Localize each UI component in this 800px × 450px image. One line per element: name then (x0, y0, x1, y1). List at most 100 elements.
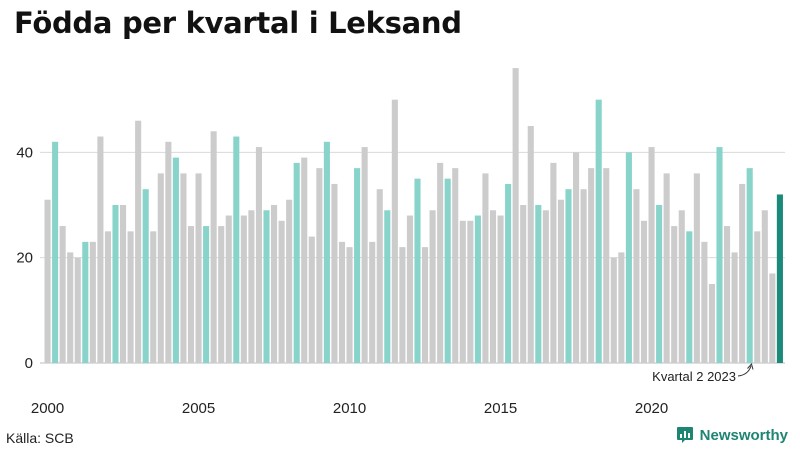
bar[interactable] (603, 168, 610, 363)
bar[interactable] (686, 231, 693, 363)
bar[interactable] (248, 210, 255, 363)
bar[interactable] (648, 147, 655, 363)
bar[interactable] (120, 205, 127, 363)
bar[interactable] (271, 205, 278, 363)
bar[interactable] (301, 157, 308, 363)
bar[interactable] (671, 226, 678, 363)
bar[interactable] (527, 126, 534, 363)
bar[interactable] (225, 215, 232, 363)
bar[interactable] (429, 210, 436, 363)
bar[interactable] (233, 136, 240, 363)
bar[interactable] (293, 162, 300, 363)
bar[interactable] (361, 147, 368, 363)
bar[interactable] (127, 231, 134, 363)
bar[interactable] (263, 210, 270, 363)
bar[interactable] (97, 136, 104, 363)
bar[interactable] (135, 120, 142, 363)
bar[interactable] (414, 178, 421, 363)
bar[interactable] (754, 231, 761, 363)
bar[interactable] (776, 194, 783, 363)
bar[interactable] (557, 199, 564, 363)
bar[interactable] (573, 152, 580, 363)
bar[interactable] (67, 252, 74, 363)
bar[interactable] (150, 231, 157, 363)
bar[interactable] (467, 220, 474, 363)
bar[interactable] (391, 99, 398, 364)
bar[interactable] (588, 168, 595, 363)
bar[interactable] (180, 173, 187, 363)
bar[interactable] (172, 157, 179, 363)
bar[interactable] (459, 220, 466, 363)
bar[interactable] (316, 168, 323, 363)
bar[interactable] (512, 68, 519, 364)
bar[interactable] (104, 231, 111, 363)
bar[interactable] (739, 183, 746, 363)
bar[interactable] (278, 220, 285, 363)
bar[interactable] (640, 220, 648, 363)
bar[interactable] (157, 173, 164, 363)
bar[interactable] (535, 205, 542, 363)
bar[interactable] (444, 178, 451, 363)
bar[interactable] (678, 210, 685, 363)
bar[interactable] (610, 257, 617, 363)
bar[interactable] (505, 183, 512, 363)
bar[interactable] (52, 141, 59, 363)
bar[interactable] (323, 141, 330, 363)
bars (44, 68, 783, 364)
bar[interactable] (142, 189, 149, 363)
bar[interactable] (422, 247, 429, 363)
bar[interactable] (761, 210, 768, 363)
bar[interactable] (399, 247, 406, 363)
bar[interactable] (354, 168, 361, 363)
bar[interactable] (474, 215, 481, 363)
bar[interactable] (346, 247, 353, 363)
bar[interactable] (406, 215, 413, 363)
bar[interactable] (542, 210, 549, 363)
bar[interactable] (746, 168, 753, 363)
bar[interactable] (663, 173, 670, 363)
bar[interactable] (633, 189, 640, 363)
bar[interactable] (369, 241, 376, 363)
bar[interactable] (656, 205, 663, 363)
bar[interactable] (240, 215, 247, 363)
bar[interactable] (112, 205, 119, 363)
bar[interactable] (520, 205, 527, 363)
bar[interactable] (489, 210, 497, 363)
bar[interactable] (731, 252, 738, 363)
bar[interactable] (338, 241, 346, 363)
bar[interactable] (769, 273, 776, 363)
bar[interactable] (708, 284, 715, 363)
bar[interactable] (701, 241, 708, 363)
bar[interactable] (384, 210, 391, 363)
bar[interactable] (497, 215, 504, 363)
bar[interactable] (308, 236, 315, 363)
bar[interactable] (210, 131, 217, 363)
bar[interactable] (565, 189, 572, 363)
bar[interactable] (625, 152, 632, 363)
bar[interactable] (195, 173, 202, 363)
bar[interactable] (716, 147, 723, 363)
bar[interactable] (59, 226, 66, 363)
bar[interactable] (452, 168, 459, 363)
bar[interactable] (437, 162, 444, 363)
bar[interactable] (165, 141, 172, 363)
bar[interactable] (550, 162, 557, 363)
bar[interactable] (595, 99, 602, 364)
bar[interactable] (44, 199, 51, 363)
bar[interactable] (203, 226, 210, 363)
bar[interactable] (618, 252, 625, 363)
bar[interactable] (724, 226, 731, 363)
bar[interactable] (482, 173, 489, 363)
bar[interactable] (74, 257, 81, 363)
bar[interactable] (376, 189, 383, 363)
bar[interactable] (187, 226, 195, 363)
bar[interactable] (82, 241, 89, 363)
bar[interactable] (255, 147, 262, 363)
bar[interactable] (693, 173, 700, 363)
bar[interactable] (580, 189, 587, 363)
bar[interactable] (331, 183, 338, 363)
bar[interactable] (89, 241, 96, 363)
bar[interactable] (218, 226, 225, 363)
bar[interactable] (286, 199, 293, 363)
brand-logo[interactable]: Newsworthy (676, 426, 788, 444)
